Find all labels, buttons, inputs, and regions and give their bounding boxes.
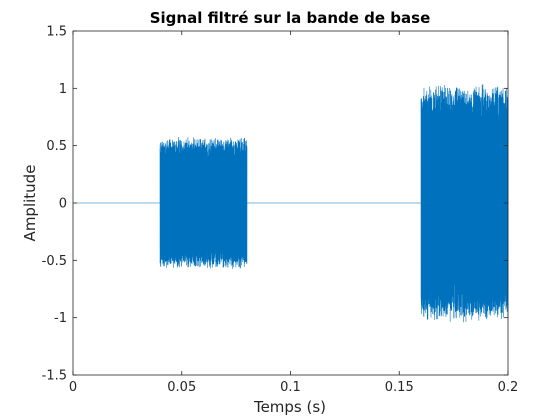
signal-segment [160,137,247,269]
y-tick-label: 0 [59,197,67,212]
x-tick-label: 0.1 [280,380,301,395]
y-tick-label: -1 [54,311,67,326]
y-tick-label: -0.5 [42,254,67,269]
y-axis-label: Amplitude [21,165,39,242]
x-tick-label: 0.2 [498,380,519,395]
x-axis-label: Temps (s) [253,398,326,416]
x-tick-label: 0 [69,380,77,395]
y-tick-label: 1 [59,82,67,97]
signal-segment [421,84,508,322]
y-tick-label: 1.5 [46,25,67,40]
y-tick-label: 0.5 [46,139,67,154]
y-tick-label: -1.5 [42,369,67,384]
x-tick-label: 0.05 [167,380,196,395]
x-tick-label: 0.15 [385,380,414,395]
chart-title: Signal filtré sur la bande de base [150,9,431,27]
